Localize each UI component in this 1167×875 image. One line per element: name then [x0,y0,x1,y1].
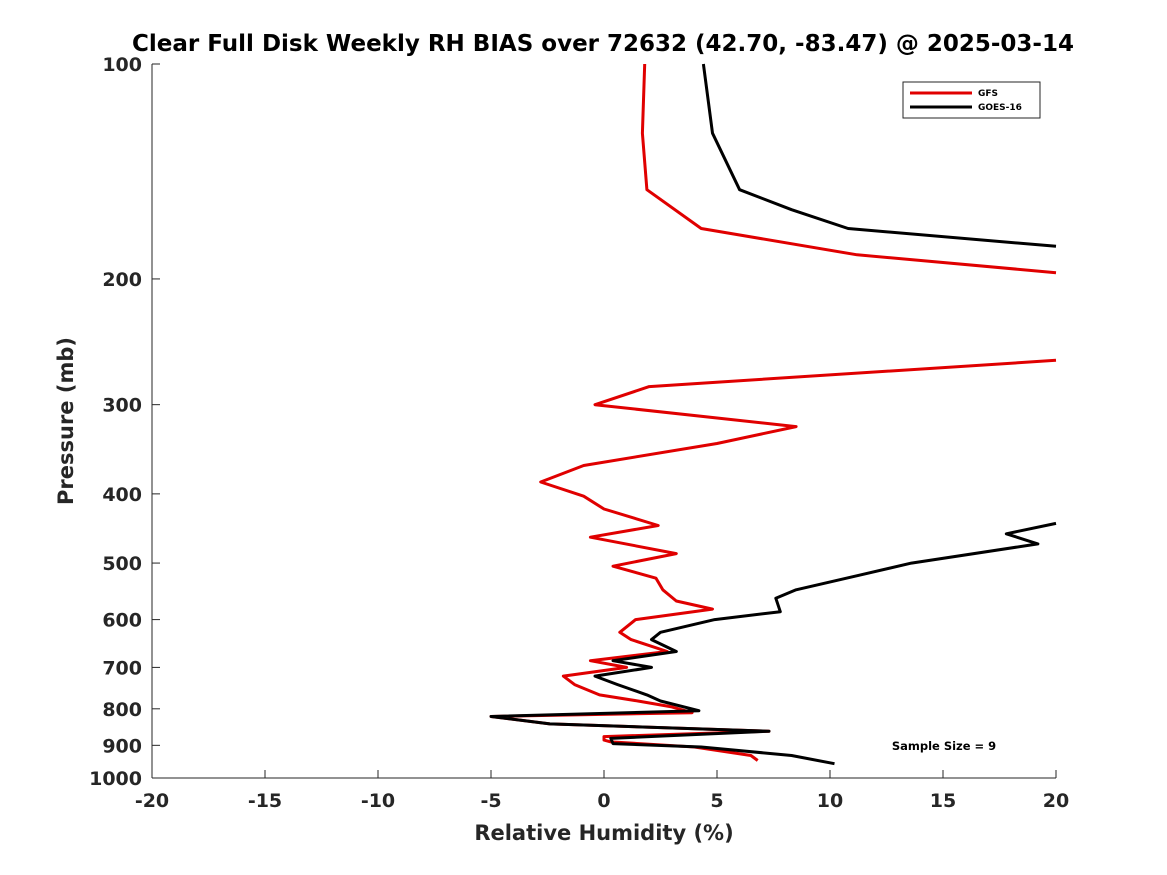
sample-size-annotation: Sample Size = 9 [892,739,996,753]
y-tick-label: 900 [102,735,142,757]
series-line-gfs [489,63,1057,762]
y-tick-label: 100 [102,54,142,76]
x-axis-label: Relative Humidity (%) [474,821,733,845]
x-tick-group: -20 -15 -10 -5 0 5 10 15 20 [135,770,1069,812]
x-tick-label: 0 [597,790,610,812]
legend-label: GOES-16 [978,103,1022,113]
series-line-goes-16 [489,63,1057,766]
y-tick-group: 100 200 300 400 500 600 700 800 900 1000 [89,54,160,790]
y-tick-label: 500 [102,553,142,575]
y-tick-label: 800 [102,699,142,721]
x-tick-label: -10 [361,790,395,812]
y-tick-label: 700 [102,657,142,679]
x-tick-label: -5 [480,790,501,812]
x-tick-label: -20 [135,790,169,812]
chart-title: Clear Full Disk Weekly RH BIAS over 7263… [132,31,1074,57]
x-tick-label: 15 [930,790,956,812]
y-tick-label: 600 [102,610,142,632]
series-layer [489,63,1057,766]
y-tick-label: 400 [102,484,142,506]
y-tick-label: 300 [102,395,142,417]
x-tick-label: 10 [817,790,843,812]
x-tick-label: 5 [710,790,723,812]
legend-box [902,81,1041,119]
y-axis-label: Pressure (mb) [54,337,78,505]
x-tick-label: 20 [1043,790,1069,812]
y-tick-label: 200 [102,269,142,291]
x-tick-label: -15 [248,790,282,812]
y-tick-label: 1000 [89,768,142,790]
legend-label: GFS [978,89,998,99]
legend: GFS GOES-16 [902,81,1041,119]
